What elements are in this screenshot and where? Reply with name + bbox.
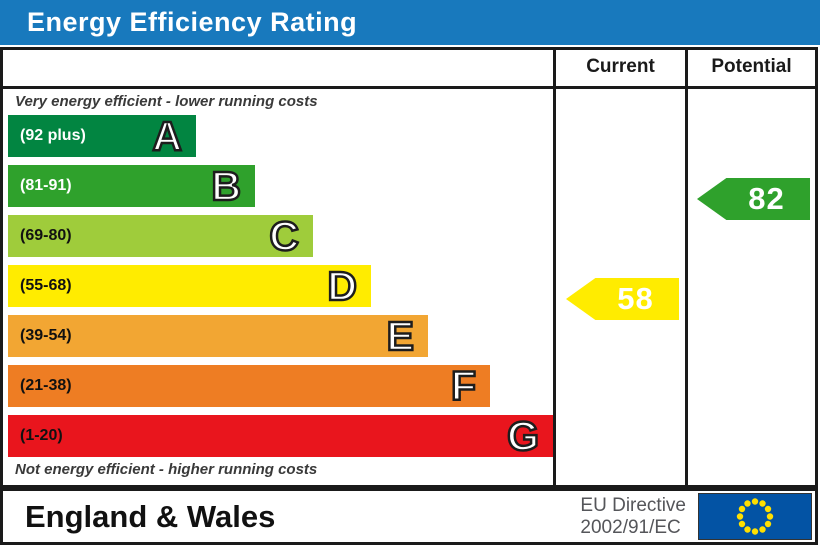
band-bar-f: (21-38) F bbox=[8, 363, 490, 409]
column-header-current: Current bbox=[586, 56, 655, 77]
current-rating-arrow: 58 bbox=[566, 278, 679, 320]
eu-directive-line1: EU Directive bbox=[580, 494, 686, 516]
band-bar-g: (1-20) G bbox=[8, 413, 553, 459]
band-letter: E bbox=[385, 313, 415, 359]
region-label: England & Wales bbox=[25, 498, 276, 534]
band-letter: B bbox=[210, 163, 242, 209]
band-row-f: (21-38) F bbox=[8, 363, 490, 409]
band-bar-e: (39-54) E bbox=[8, 313, 428, 359]
band-bar-b: (81-91) B bbox=[8, 163, 255, 209]
potential-rating-arrow: 82 bbox=[697, 178, 810, 220]
band-row-d: (55-68) D bbox=[8, 263, 371, 309]
potential-rating-value: 82 bbox=[748, 181, 785, 216]
band-bar-d: (55-68) D bbox=[8, 263, 371, 309]
band-range-label: (92 plus) bbox=[20, 127, 86, 144]
band-row-e: (39-54) E bbox=[8, 313, 428, 359]
rating-table: Current Potential Very energy efficient … bbox=[0, 47, 818, 488]
band-range-label: (55-68) bbox=[20, 277, 72, 294]
band-letter: A bbox=[151, 113, 183, 159]
note-very-efficient: Very energy efficient - lower running co… bbox=[15, 93, 318, 110]
band-row-g: (1-20) G bbox=[8, 413, 553, 459]
footer-bar: England & Wales EU Directive 2002/91/EC bbox=[0, 488, 818, 545]
title-bar: Energy Efficiency Rating bbox=[0, 0, 820, 45]
band-range-label: (39-54) bbox=[20, 327, 72, 344]
band-bar-a: (92 plus) A bbox=[8, 113, 196, 159]
eu-directive-text: EU Directive 2002/91/EC bbox=[580, 495, 698, 539]
band-row-a: (92 plus) A bbox=[8, 113, 196, 159]
band-letter: G bbox=[506, 413, 540, 459]
column-divider bbox=[685, 50, 688, 485]
eu-flag-icon bbox=[698, 493, 812, 540]
eu-directive-line2: 2002/91/EC bbox=[580, 516, 681, 538]
column-divider bbox=[553, 50, 556, 485]
band-letter: D bbox=[326, 263, 358, 309]
band-row-b: (81-91) B bbox=[8, 163, 255, 209]
header-underline bbox=[3, 86, 815, 89]
band-range-label: (69-80) bbox=[20, 227, 72, 244]
band-letter: F bbox=[450, 363, 478, 409]
band-range-label: (81-91) bbox=[20, 177, 72, 194]
band-range-label: (21-38) bbox=[20, 377, 72, 394]
band-row-c: (69-80) C bbox=[8, 213, 313, 259]
page-title: Energy Efficiency Rating bbox=[27, 7, 358, 37]
column-header-potential: Potential bbox=[711, 56, 792, 77]
band-bar-c: (69-80) C bbox=[8, 213, 313, 259]
band-range-label: (1-20) bbox=[20, 427, 63, 444]
note-not-efficient: Not energy efficient - higher running co… bbox=[15, 461, 318, 478]
band-letter: C bbox=[268, 213, 300, 259]
current-rating-value: 58 bbox=[617, 281, 654, 316]
